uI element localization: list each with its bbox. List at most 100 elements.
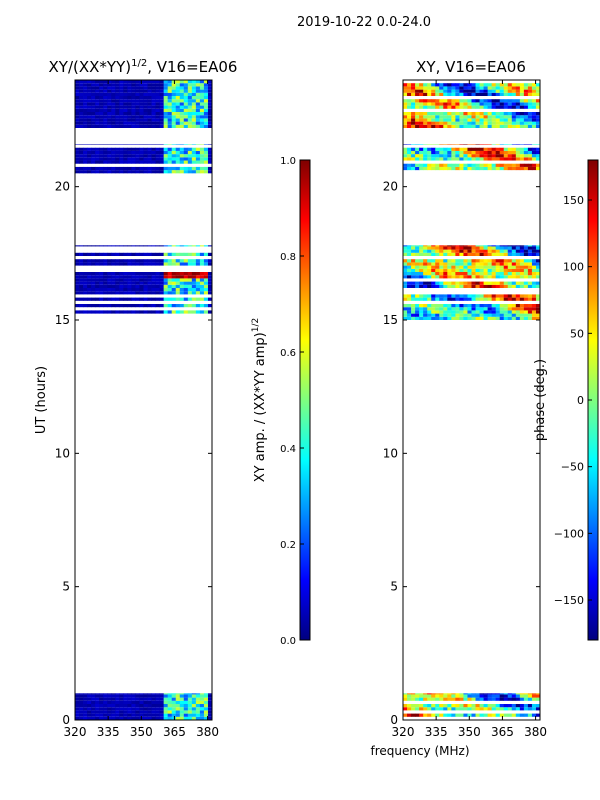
heatmap-cell (447, 316, 452, 320)
heatmap-cell (95, 272, 100, 276)
heatmap-cell (447, 246, 452, 250)
heatmap-cell (159, 160, 165, 164)
heatmap-cell (167, 281, 173, 285)
heatmap-cell (459, 99, 464, 103)
heatmap-cell (147, 259, 152, 263)
heatmap-cell (479, 272, 484, 276)
heatmap-cell (183, 252, 189, 256)
heatmap-cell (431, 259, 436, 263)
heatmap-cell (187, 147, 193, 151)
heatmap-cell (515, 268, 521, 272)
heatmap-cell (483, 86, 489, 90)
heatmap-cell (103, 83, 108, 87)
heatmap-cell (511, 252, 517, 256)
heatmap-cell (187, 291, 193, 295)
heatmap-cell (471, 102, 476, 106)
heatmap-cell (471, 281, 476, 285)
heatmap-cell (119, 262, 124, 266)
heatmap-cell (403, 694, 408, 698)
heatmap-cell (535, 89, 540, 93)
heatmap-cell (459, 704, 464, 708)
heatmap-cell (151, 108, 156, 112)
heatmap-cell (155, 89, 161, 93)
heatmap-cell (447, 86, 452, 90)
heatmap-cell (495, 147, 501, 151)
heatmap-cell (151, 310, 156, 314)
heatmap-cell (195, 710, 201, 714)
heatmap-cell (183, 291, 189, 295)
heatmap-cell (503, 284, 509, 288)
heatmap-cell (507, 83, 513, 87)
heatmap-cell (179, 108, 185, 112)
heatmap-cell (423, 112, 428, 116)
heatmap-cell (535, 304, 540, 308)
heatmap-cell (171, 272, 177, 276)
heatmap-cell (191, 710, 197, 714)
heatmap-cell (75, 697, 80, 701)
heatmap-cell (183, 259, 189, 263)
heatmap-cell (79, 304, 84, 308)
heatmap-cell (431, 99, 436, 103)
heatmap-cell (195, 704, 201, 708)
heatmap-cell (159, 288, 165, 292)
heatmap-cell (123, 291, 128, 295)
heatmap-cell (79, 694, 84, 698)
heatmap-cell (175, 89, 181, 93)
heatmap-cell (443, 99, 448, 103)
heatmap-cell (443, 166, 448, 171)
heatmap-cell (75, 147, 80, 151)
heatmap-cell (435, 313, 440, 317)
heatmap-cell (471, 163, 476, 167)
heatmap-cell (515, 297, 521, 301)
heatmap-cell (403, 121, 408, 125)
heatmap-cell (103, 275, 108, 279)
heatmap-cell (439, 265, 444, 269)
heatmap-cell (447, 272, 452, 276)
heatmap-cell (499, 118, 505, 122)
heatmap-cell (95, 166, 100, 171)
heatmap-cell (163, 121, 169, 125)
heatmap-cell (515, 163, 521, 167)
heatmap-cell (503, 707, 509, 711)
heatmap-cell (159, 259, 165, 263)
heatmap-cell (479, 697, 484, 701)
heatmap-cell (471, 275, 476, 279)
heatmap-cell (127, 278, 132, 282)
heatmap-cell (83, 105, 88, 109)
heatmap-cell (187, 693, 193, 695)
heatmap-cell (495, 157, 501, 161)
heatmap-cell (199, 252, 205, 256)
heatmap-cell (419, 92, 424, 96)
heatmap-cell (411, 246, 416, 250)
heatmap-cell (443, 102, 448, 106)
heatmap-cell (475, 313, 480, 317)
heatmap-cell (135, 262, 140, 266)
heatmap-cell (407, 297, 412, 301)
heatmap-cell (535, 246, 540, 250)
heatmap-cell (531, 304, 537, 308)
heatmap-cell (531, 166, 537, 171)
heatmap-cell (483, 157, 489, 161)
heatmap-cell (127, 288, 132, 292)
heatmap-cell (523, 102, 529, 106)
heatmap-cell (171, 147, 177, 151)
heatmap-cell (507, 275, 513, 279)
heatmap-cell (515, 245, 521, 247)
heatmap-cell (483, 316, 489, 320)
heatmap-cell (199, 707, 205, 711)
heatmap-cell (143, 262, 148, 266)
heatmap-cell (199, 157, 205, 161)
heatmap-cell (127, 700, 132, 704)
heatmap-cell (427, 265, 432, 269)
heatmap-cell (107, 275, 112, 279)
heatmap-cell (91, 310, 96, 314)
heatmap-cell (407, 89, 412, 93)
heatmap-cell (127, 89, 132, 93)
heatmap-cell (431, 118, 436, 122)
heatmap-cell (427, 83, 432, 87)
heatmap-cell (503, 307, 509, 311)
heatmap-cell (99, 262, 104, 266)
heatmap-cell (191, 99, 197, 103)
heatmap-cell (519, 304, 525, 308)
heatmap-cell (163, 272, 169, 276)
